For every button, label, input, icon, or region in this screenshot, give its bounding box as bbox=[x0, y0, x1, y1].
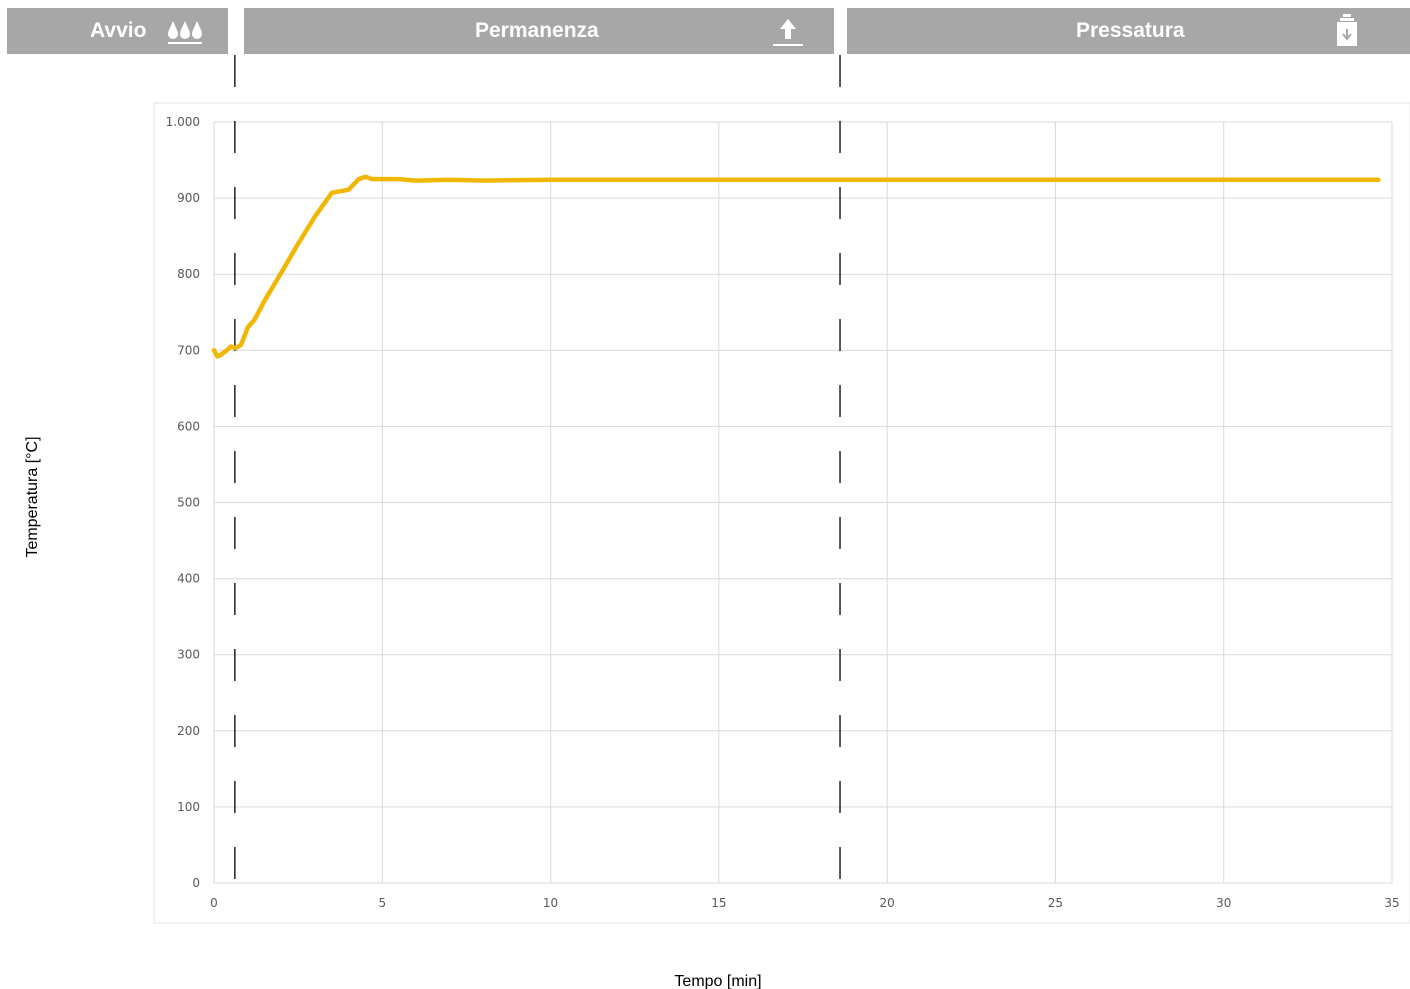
phase-bar-avvio: Avvio bbox=[7, 8, 228, 54]
x-tick-label: 5 bbox=[378, 896, 386, 910]
y-tick-label: 1.000 bbox=[166, 115, 200, 129]
phase-label-pressatura: Pressatura bbox=[1076, 19, 1185, 42]
y-tick-label: 200 bbox=[177, 724, 200, 738]
x-axis-title: Tempo [min] bbox=[674, 973, 761, 989]
phase-label-avvio: Avvio bbox=[90, 19, 147, 42]
y-tick-label: 0 bbox=[192, 876, 200, 890]
y-tick-label: 500 bbox=[177, 496, 200, 510]
press-weight-icon bbox=[1334, 14, 1360, 54]
temperature-series-line bbox=[211, 174, 1381, 359]
x-tick-label: 25 bbox=[1048, 896, 1063, 910]
phase-label-permanenza: Permanenza bbox=[475, 19, 599, 42]
x-tick-label: 20 bbox=[880, 896, 895, 910]
y-tick-label: 400 bbox=[177, 572, 200, 586]
y-axis-title: Temperatura [°C] bbox=[24, 436, 41, 557]
x-tick-label: 35 bbox=[1384, 896, 1399, 910]
x-tick-label: 10 bbox=[543, 896, 558, 910]
drops-icon bbox=[167, 17, 205, 51]
phase-bar-permanenza: Permanenza bbox=[244, 8, 834, 54]
x-tick-label: 0 bbox=[210, 896, 218, 910]
y-tick-label: 300 bbox=[177, 648, 200, 662]
x-tick-label: 30 bbox=[1216, 896, 1231, 910]
y-tick-label: 100 bbox=[177, 800, 200, 814]
y-tick-label: 700 bbox=[177, 343, 200, 357]
phase-bar-pressatura: Pressatura bbox=[847, 8, 1410, 54]
plot-frame bbox=[153, 102, 1410, 924]
y-tick-label: 900 bbox=[177, 191, 200, 205]
y-tick-label: 800 bbox=[177, 267, 200, 281]
lift-up-icon bbox=[772, 17, 804, 53]
x-tick-label: 15 bbox=[711, 896, 726, 910]
y-tick-label: 600 bbox=[177, 419, 200, 433]
